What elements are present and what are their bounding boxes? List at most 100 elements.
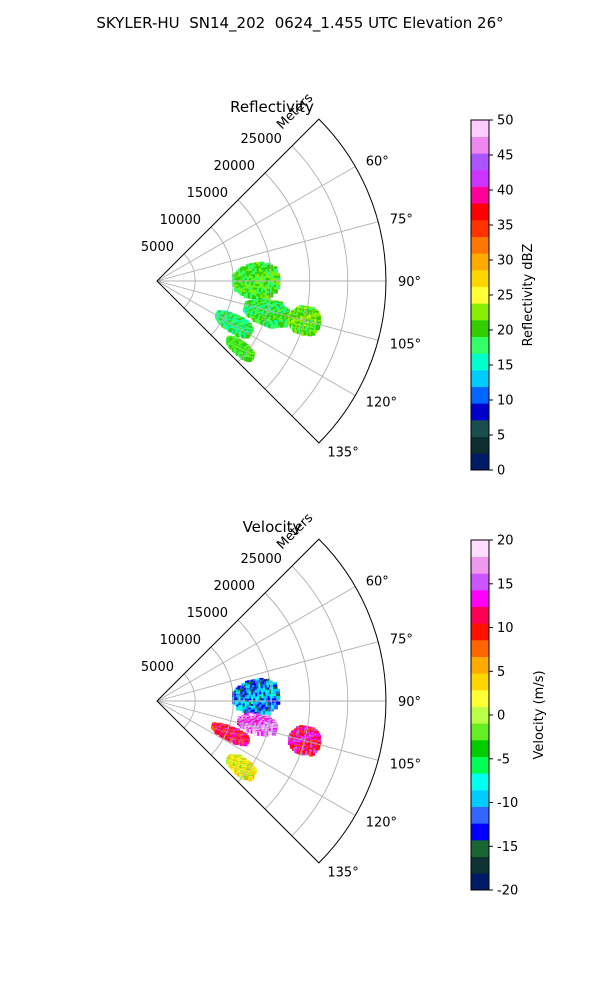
colorbar-segment <box>471 673 489 691</box>
colorbar-segment <box>471 203 489 221</box>
chart-panel-velocity: Velocity 60° 75° 90° 105° 120° 135° 5000 10000 15… <box>141 510 547 898</box>
grid-spoke <box>156 221 379 282</box>
angle-tick-label: 135° <box>327 445 358 460</box>
echo-cell <box>316 736 321 741</box>
echo-cell <box>305 751 310 756</box>
echo-cell <box>273 289 278 294</box>
echo-cell <box>310 331 316 336</box>
echo-cell <box>276 280 281 285</box>
radial-tick-label: 25000 <box>241 132 282 147</box>
echo-cell <box>267 280 272 285</box>
angle-tick-label: 60° <box>366 155 389 170</box>
radial-tick-label: 5000 <box>141 660 174 675</box>
colorbar-segment <box>471 420 489 437</box>
colorbar-segment <box>471 453 489 471</box>
colorbar: -20 -15 -10 -5 0 5 10 15 20 Velocity (m/s) <box>470 534 547 899</box>
echo-cell <box>276 284 281 290</box>
echo-regions <box>211 677 322 782</box>
grid-spoke <box>156 166 356 282</box>
colorbar-tick-label: 50 <box>497 114 514 129</box>
radial-tick-label: 5000 <box>141 240 174 255</box>
echo-cell <box>266 295 271 300</box>
colorbar-tick-label: 15 <box>497 359 514 374</box>
echo-cell <box>313 748 318 754</box>
colorbar-segment <box>471 740 489 757</box>
echo-cell <box>273 684 278 689</box>
angle-tick-label: 60° <box>366 575 389 590</box>
colorbar-tick-label: -5 <box>497 752 510 767</box>
colorbar-segment <box>471 806 489 824</box>
colorbar-segment <box>471 303 489 321</box>
angle-tick-label: 120° <box>366 396 397 411</box>
angle-tick-label: 90° <box>398 275 421 290</box>
echo-cell <box>260 712 265 717</box>
axes-title: Reflectivity <box>230 98 314 116</box>
echo-region <box>237 712 278 737</box>
echo-cell <box>273 287 278 292</box>
grid-spoke <box>156 700 356 816</box>
echo-cell <box>243 742 248 747</box>
echo-cell <box>270 324 275 329</box>
echo-cell <box>272 324 277 329</box>
angle-tick-label: 105° <box>390 757 421 772</box>
echo-cell <box>268 731 273 736</box>
radial-tick-label: 15000 <box>187 606 228 621</box>
echo-cell <box>275 688 280 694</box>
colorbar-tick-label: 0 <box>497 709 505 724</box>
echo-regions <box>215 261 322 363</box>
colorbar-tick-label: 30 <box>497 254 514 269</box>
colorbar-tick-label: 5 <box>497 429 505 444</box>
echo-cell <box>239 741 244 747</box>
echo-cell <box>276 273 281 278</box>
colorbar-segment <box>471 253 489 271</box>
polar-grid <box>156 565 386 837</box>
colorbar-segment <box>471 790 489 807</box>
echo-cell <box>275 691 280 696</box>
colorbar-segment <box>471 353 489 371</box>
echo-cell <box>281 319 286 324</box>
grid-spoke <box>156 641 379 702</box>
echo-cell <box>247 357 252 363</box>
colorbar-tick-label: 40 <box>497 184 514 199</box>
echo-cell <box>245 776 250 781</box>
colorbar-label: Velocity (m/s) <box>532 670 547 759</box>
colorbar-tick-label: 10 <box>497 394 514 409</box>
echo-region <box>287 305 322 337</box>
grid-spoke <box>156 280 379 341</box>
colorbar-tick-label: 20 <box>497 324 514 339</box>
echo-cell <box>276 693 281 698</box>
angle-tick-label: 75° <box>390 633 413 648</box>
colorbar-tick-label: 15 <box>497 577 514 592</box>
echo-cell <box>245 334 250 339</box>
echo-cell <box>265 282 270 287</box>
echo-cell <box>248 777 253 782</box>
echo-region <box>226 754 257 782</box>
echo-cell <box>273 270 278 276</box>
echo-cell <box>266 683 271 688</box>
grid-spoke <box>156 280 356 396</box>
colorbar-segment <box>471 556 489 574</box>
colorbar-segment <box>471 773 489 791</box>
echo-cell <box>273 702 279 708</box>
colorbar-segment <box>471 540 489 557</box>
colorbar-segment <box>471 120 489 137</box>
radial-tick-label: 20000 <box>214 579 255 594</box>
colorbar: 0 5 10 15 20 25 30 35 40 45 50 Reflectivity dBZ <box>470 114 536 479</box>
colorbar-segment <box>471 136 489 154</box>
echo-cell <box>275 323 280 328</box>
echo-region <box>232 677 281 717</box>
colorbar-segment <box>471 840 489 857</box>
radial-tick-label: 25000 <box>241 552 282 567</box>
chart-panel-reflectivity: Reflectivity60°75°90°105°120°135°5000100… <box>141 90 536 478</box>
colorbar-segment <box>471 153 489 171</box>
colorbar-segment <box>471 690 489 707</box>
colorbar-segment <box>471 370 489 387</box>
echo-cell <box>273 725 278 730</box>
colorbar-segment <box>471 873 489 891</box>
echo-region <box>211 722 250 747</box>
echo-region <box>287 725 322 757</box>
echo-cell <box>271 731 277 736</box>
colorbar-segment <box>471 640 489 657</box>
sector-frame <box>156 118 387 444</box>
